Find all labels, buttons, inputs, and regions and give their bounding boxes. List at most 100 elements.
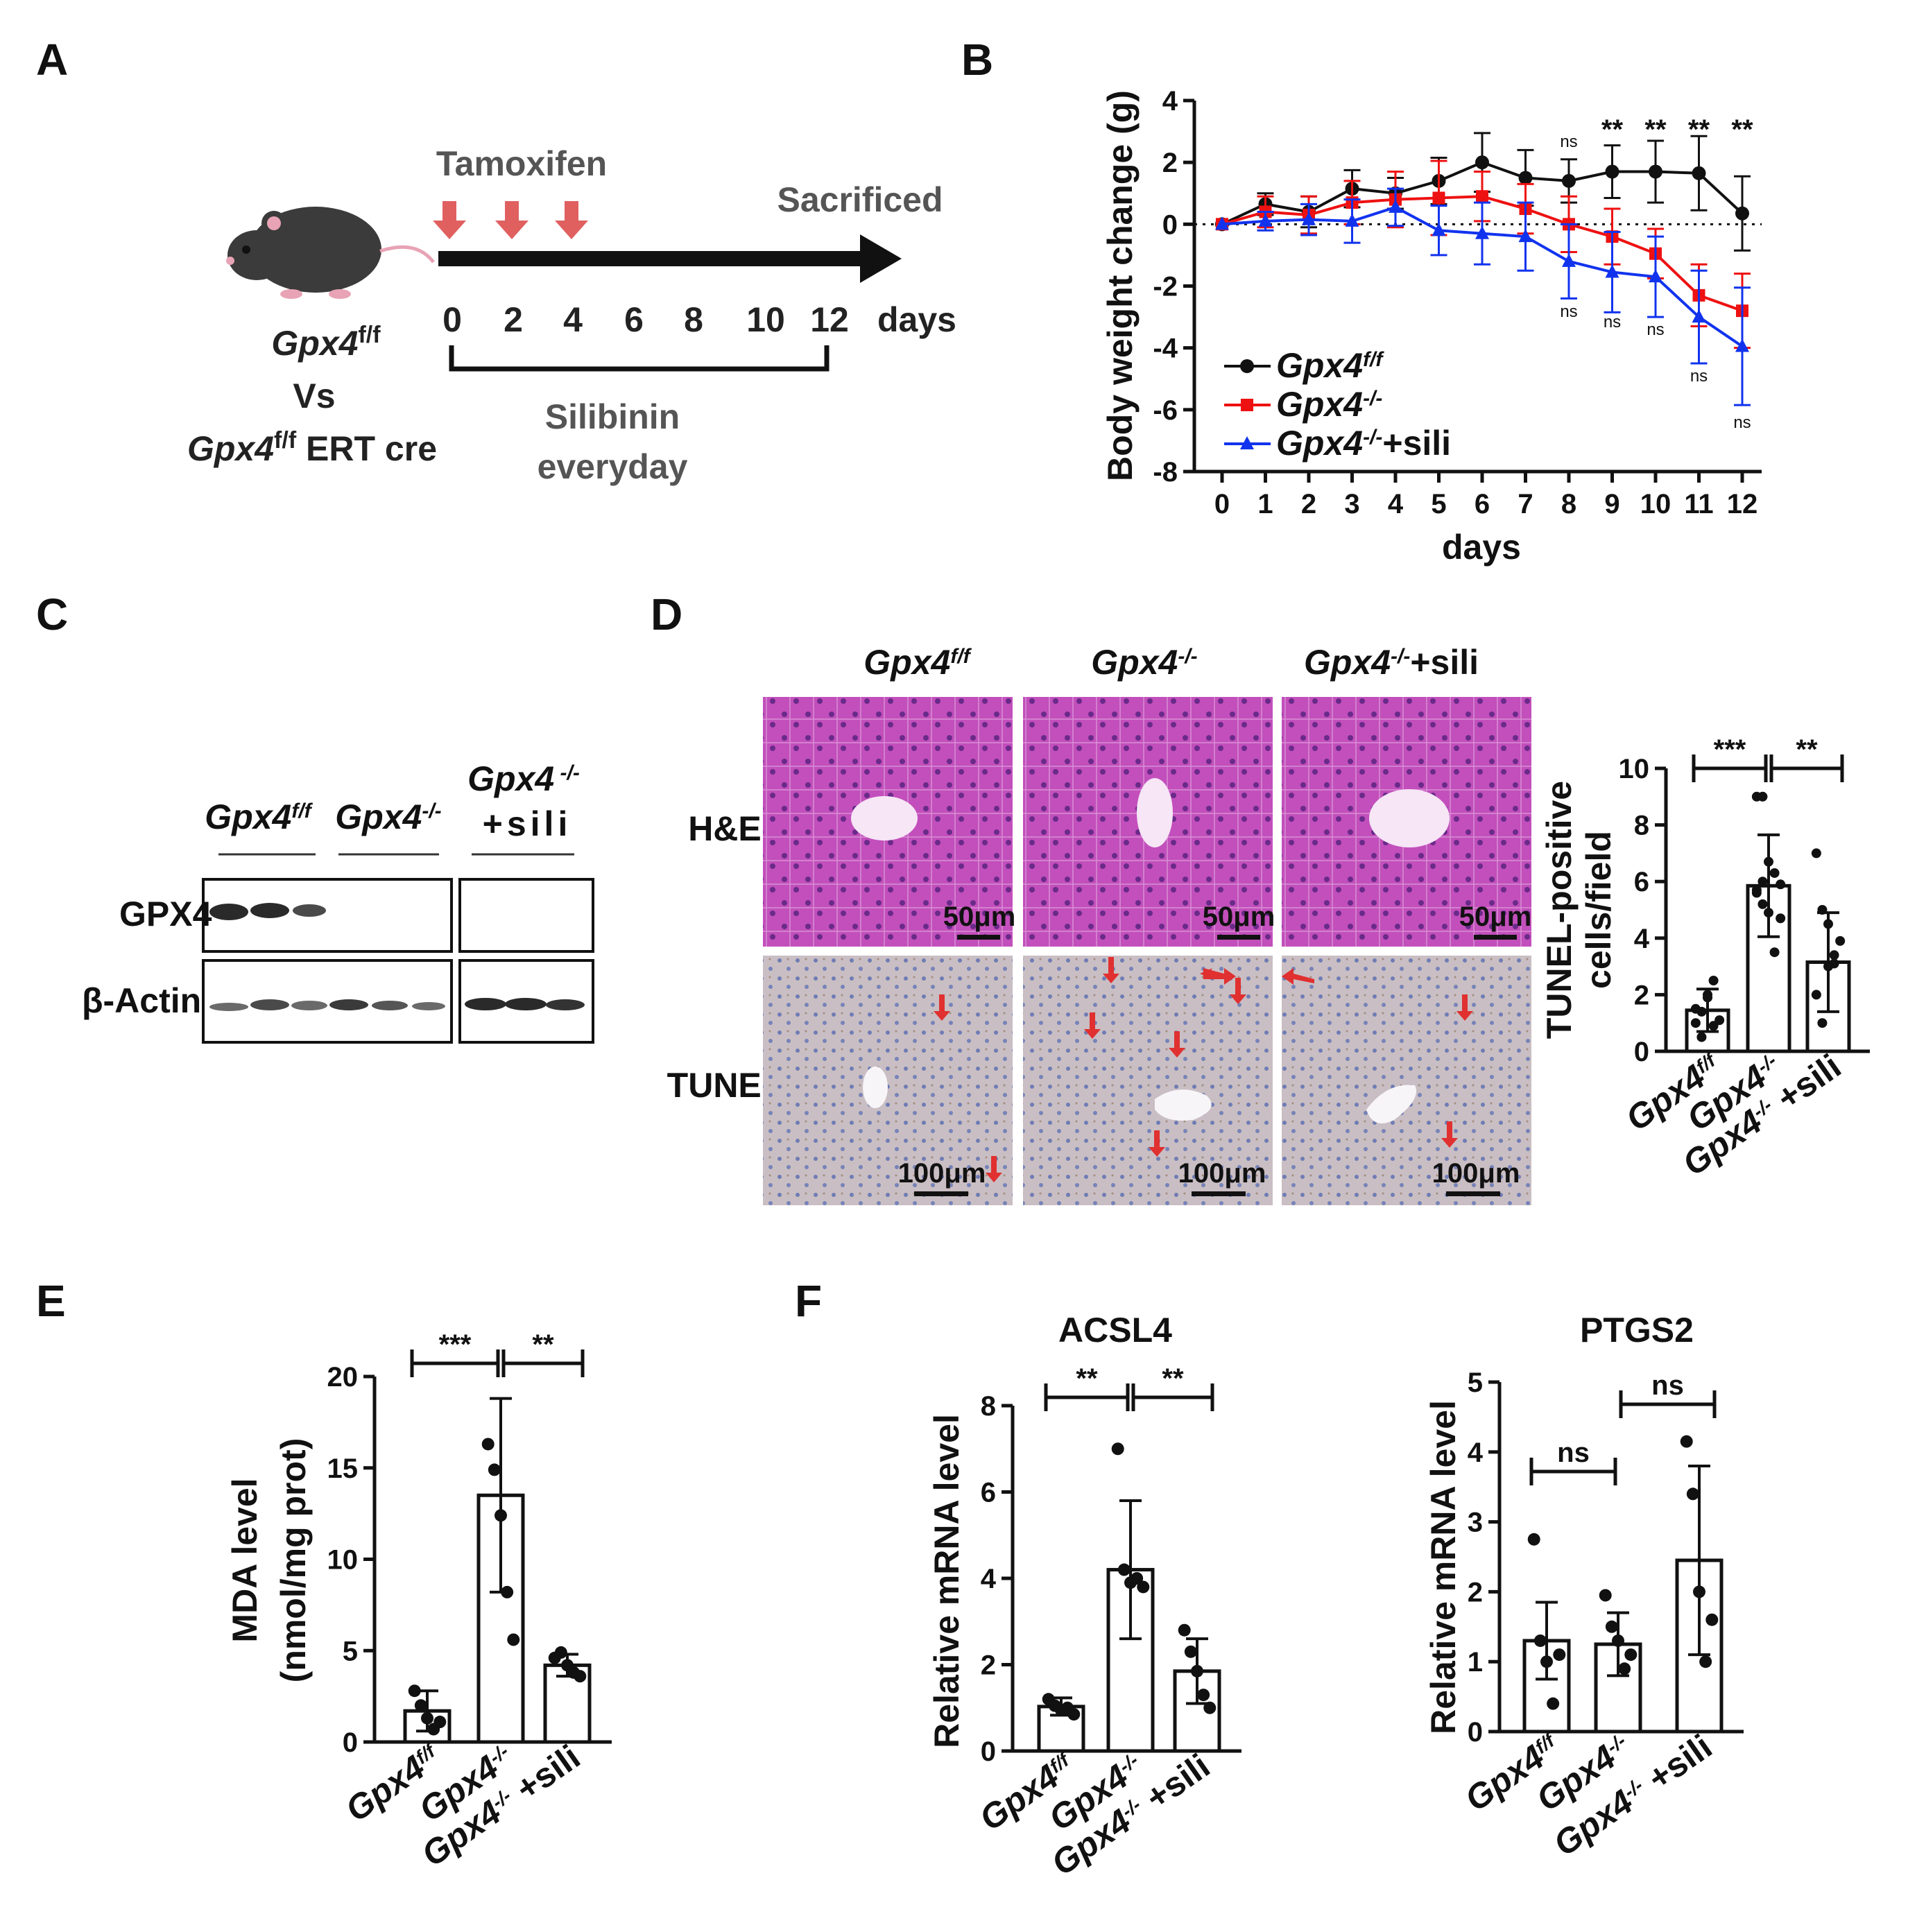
genotype-control-label: Gpx4f/f: [271, 322, 381, 363]
y-tick-label: 5: [1468, 1368, 1483, 1398]
y-tick-label: 4: [1634, 924, 1650, 954]
data-point: [1432, 223, 1446, 236]
annotation-top: **: [1688, 114, 1710, 145]
annotation-bottom: ns: [1733, 413, 1751, 432]
histology-header-ff: Gpx4f/f: [863, 643, 972, 682]
data-point: [1137, 1580, 1150, 1594]
day-tick-2: 2: [504, 300, 523, 339]
legend-marker: [1241, 399, 1253, 411]
blot-box-gpx4-right: [458, 878, 594, 953]
x-tick-label: 4: [1388, 489, 1404, 519]
panel-letter-c: C: [36, 589, 68, 639]
he-image-ff: [763, 697, 1013, 947]
tunel-arrow-icon: [1084, 1012, 1101, 1039]
data-point: [1708, 1021, 1719, 1031]
data-point: [1829, 950, 1839, 960]
data-point: [1776, 913, 1786, 924]
day-tick-8: 8: [684, 300, 703, 339]
data-point: [488, 1463, 501, 1476]
y-tick-label: 15: [327, 1454, 359, 1484]
y-axis-label: Relative mRNA level: [927, 1414, 966, 1748]
genotype-cre-label: Gpx4f/f ERT cre: [187, 427, 437, 468]
blot-row-gpx4: GPX4: [119, 895, 212, 933]
data-point: [1475, 155, 1489, 170]
data-point: [1547, 1697, 1560, 1710]
data-point: [1835, 935, 1846, 946]
data-point: [1757, 791, 1768, 802]
significance-label: ns: [1651, 1370, 1684, 1401]
annotation-top: **: [1601, 114, 1624, 145]
x-tick-label: 8: [1561, 489, 1576, 519]
histology-panel: Gpx4f/f Gpx4-/- Gpx4-/-+sili H&E TUNEL: [667, 643, 1531, 1205]
legend-marker: [1240, 359, 1254, 373]
data-point: [1693, 1585, 1705, 1598]
tunel-arrow-icon: [934, 994, 950, 1021]
scale-bars: [914, 935, 1517, 1196]
x-tick-label: 9: [1604, 489, 1619, 519]
blot-group-label-ff: Gpx4f/f: [205, 797, 313, 836]
tunel-positive-arrows: [934, 957, 1473, 1182]
data-point: [1703, 992, 1712, 1003]
data-point: [1111, 1442, 1124, 1456]
data-point: [1131, 1572, 1144, 1585]
annotation-bottom: ns: [1690, 367, 1708, 386]
data-point: [1197, 1689, 1210, 1702]
panel-letter-a: A: [36, 35, 68, 85]
day-tick-6: 6: [624, 300, 644, 339]
sacrificed-label: Sacrificed: [777, 180, 943, 219]
tunel-arrow-icon: [986, 1156, 1002, 1182]
schematic-panel: Tamoxifen Sacrificed 0 2 4 6 8 10 12 days Sili…: [187, 144, 956, 486]
y-tick-label: 6: [1634, 867, 1649, 897]
data-point: [1757, 877, 1768, 887]
data-point: [1764, 908, 1773, 918]
data-point: [1184, 1645, 1197, 1658]
silibinin-everyday-label: everyday: [538, 447, 688, 486]
chart-title: PTGS2: [1580, 1311, 1694, 1349]
y-tick-label: -8: [1153, 457, 1178, 488]
legend-label-sup: -/-: [1363, 426, 1382, 449]
data-point: [414, 1699, 427, 1712]
significance-label: **: [1796, 734, 1818, 765]
y-tick-label: 2: [1634, 980, 1649, 1010]
blot-row-actin: β-Actin: [82, 981, 201, 1020]
data-point: [1215, 216, 1229, 230]
annotation-bottom: ns: [1604, 313, 1621, 331]
legend-label: Gpx4-/-: [1276, 385, 1382, 424]
y-tick-label: -6: [1153, 395, 1178, 426]
scale-label-tunel: 100μm: [1432, 1158, 1520, 1189]
data-point: [1618, 1662, 1631, 1675]
data-point: [408, 1684, 421, 1698]
significance-label: ***: [1714, 734, 1746, 765]
data-point: [1527, 1533, 1540, 1546]
data-point: [1540, 1655, 1553, 1668]
annotation-top: **: [1731, 114, 1753, 145]
data-point: [1769, 947, 1780, 958]
y-axis-label: MDA level: [225, 1478, 264, 1642]
annotation-bottom: ns: [1560, 302, 1577, 321]
legend-label-main: Gpx4: [1276, 385, 1363, 424]
tunel-image-ko: [1023, 956, 1273, 1205]
blot-group-label-ko: Gpx4-/-: [335, 797, 441, 836]
significance-label: **: [532, 1329, 554, 1360]
significance-label: ***: [439, 1329, 472, 1360]
data-point: [1533, 1634, 1547, 1647]
data-point: [507, 1633, 520, 1646]
tunel-arrow-icon: [1149, 1130, 1165, 1157]
data-point: [1708, 976, 1719, 985]
blot-sili-suffix: +sili: [483, 804, 572, 843]
data-point: [1764, 856, 1773, 867]
annotation-top: **: [1644, 114, 1667, 145]
data-point: [1735, 338, 1749, 352]
data-point: [1562, 173, 1576, 188]
data-point: [1518, 171, 1533, 185]
vs-label: Vs: [293, 377, 335, 415]
actin-bands: [209, 998, 585, 1011]
day-tick-0: 0: [442, 300, 462, 339]
data-point: [433, 1716, 447, 1729]
mouse-icon: [226, 207, 435, 299]
data-point: [1705, 1613, 1719, 1626]
tunel-arrow-icon: [1282, 968, 1314, 985]
data-point: [1117, 1563, 1131, 1576]
